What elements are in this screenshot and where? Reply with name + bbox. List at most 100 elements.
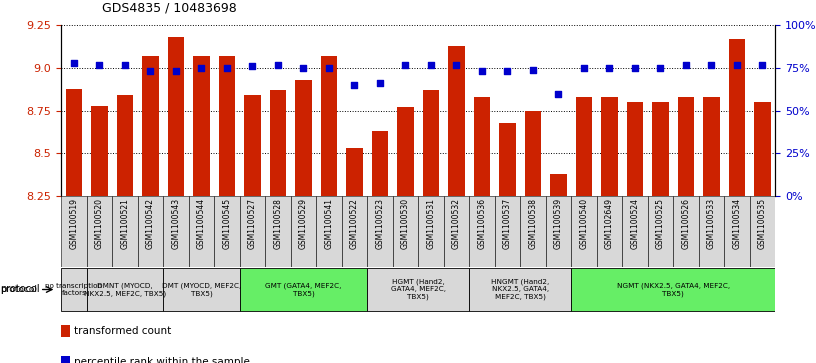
Bar	[627, 102, 643, 196]
Text: GSM1100526: GSM1100526	[681, 198, 690, 249]
Point	[756, 62, 769, 68]
Text: GSM1100532: GSM1100532	[452, 198, 461, 249]
Text: percentile rank within the sample: percentile rank within the sample	[73, 357, 250, 363]
FancyBboxPatch shape	[214, 196, 240, 267]
Point	[399, 62, 412, 68]
Point	[374, 81, 387, 86]
FancyBboxPatch shape	[750, 196, 775, 267]
FancyBboxPatch shape	[444, 196, 469, 267]
Point	[272, 62, 285, 68]
Text: GSM1100531: GSM1100531	[427, 198, 436, 249]
Text: GSM1100528: GSM1100528	[273, 198, 282, 249]
Point	[424, 62, 437, 68]
Bar	[61, 356, 70, 363]
Text: GSM1100543: GSM1100543	[171, 198, 180, 249]
FancyBboxPatch shape	[367, 268, 469, 311]
Text: GSM1100519: GSM1100519	[69, 198, 78, 249]
FancyBboxPatch shape	[571, 196, 596, 267]
Text: GSM1100524: GSM1100524	[631, 198, 640, 249]
Point	[297, 65, 310, 71]
Text: GSM1100530: GSM1100530	[401, 198, 410, 249]
Bar	[371, 131, 388, 196]
FancyBboxPatch shape	[698, 196, 724, 267]
FancyBboxPatch shape	[520, 196, 546, 267]
FancyBboxPatch shape	[673, 196, 698, 267]
FancyBboxPatch shape	[392, 196, 418, 267]
Point	[322, 65, 335, 71]
FancyBboxPatch shape	[622, 196, 648, 267]
Bar	[473, 97, 490, 196]
Point	[170, 69, 183, 74]
Point	[628, 65, 641, 71]
Text: no transcription
factors: no transcription factors	[46, 283, 103, 296]
FancyBboxPatch shape	[342, 196, 367, 267]
Point	[93, 62, 106, 68]
Point	[705, 62, 718, 68]
Bar	[499, 123, 516, 196]
Bar	[550, 174, 567, 196]
Text: protocol: protocol	[0, 285, 40, 294]
Text: GSM1100520: GSM1100520	[95, 198, 104, 249]
Text: GSM1102649: GSM1102649	[605, 198, 614, 249]
FancyBboxPatch shape	[138, 196, 163, 267]
Point	[501, 69, 514, 74]
Bar	[117, 95, 133, 196]
Bar	[677, 97, 694, 196]
FancyBboxPatch shape	[163, 268, 240, 311]
Point	[220, 65, 233, 71]
Point	[68, 60, 81, 66]
Text: GSM1100535: GSM1100535	[758, 198, 767, 249]
FancyBboxPatch shape	[546, 196, 571, 267]
Point	[348, 82, 361, 88]
Text: NGMT (NKX2.5, GATA4, MEF2C,
TBX5): NGMT (NKX2.5, GATA4, MEF2C, TBX5)	[617, 282, 730, 297]
FancyBboxPatch shape	[163, 196, 188, 267]
FancyBboxPatch shape	[724, 196, 750, 267]
FancyBboxPatch shape	[290, 196, 316, 267]
FancyBboxPatch shape	[61, 196, 86, 267]
Text: DMT (MYOCD, MEF2C,
TBX5): DMT (MYOCD, MEF2C, TBX5)	[162, 282, 241, 297]
Bar	[295, 80, 312, 196]
FancyBboxPatch shape	[265, 196, 290, 267]
Bar	[321, 56, 337, 196]
FancyBboxPatch shape	[571, 268, 775, 311]
Bar	[61, 325, 70, 338]
Text: GSM1100527: GSM1100527	[248, 198, 257, 249]
Text: GSM1100534: GSM1100534	[733, 198, 742, 249]
FancyBboxPatch shape	[61, 268, 86, 311]
FancyBboxPatch shape	[648, 196, 673, 267]
FancyBboxPatch shape	[86, 196, 112, 267]
FancyBboxPatch shape	[469, 268, 571, 311]
FancyBboxPatch shape	[418, 196, 444, 267]
Text: GSM1100545: GSM1100545	[223, 198, 232, 249]
Point	[450, 62, 463, 68]
Bar	[269, 90, 286, 196]
Bar	[65, 89, 82, 196]
Text: GSM1100540: GSM1100540	[579, 198, 588, 249]
FancyBboxPatch shape	[596, 196, 622, 267]
Bar	[193, 56, 210, 196]
FancyBboxPatch shape	[240, 268, 367, 311]
Bar	[397, 107, 414, 196]
Bar	[601, 97, 618, 196]
Bar	[219, 56, 235, 196]
FancyBboxPatch shape	[494, 196, 520, 267]
Text: GDS4835 / 10483698: GDS4835 / 10483698	[102, 1, 237, 15]
Text: GSM1100522: GSM1100522	[350, 198, 359, 249]
Text: protocol: protocol	[0, 285, 37, 294]
Text: transformed count: transformed count	[73, 326, 171, 336]
Text: GSM1100542: GSM1100542	[146, 198, 155, 249]
Text: GSM1100525: GSM1100525	[656, 198, 665, 249]
FancyBboxPatch shape	[86, 268, 163, 311]
Text: GSM1100539: GSM1100539	[554, 198, 563, 249]
Text: GSM1100538: GSM1100538	[529, 198, 538, 249]
Bar	[346, 148, 363, 196]
Text: GSM1100533: GSM1100533	[707, 198, 716, 249]
Point	[246, 64, 259, 69]
Text: HNGMT (Hand2,
NKX2.5, GATA4,
MEF2C, TBX5): HNGMT (Hand2, NKX2.5, GATA4, MEF2C, TBX5…	[491, 278, 549, 301]
FancyBboxPatch shape	[367, 196, 392, 267]
FancyBboxPatch shape	[469, 196, 494, 267]
Text: HGMT (Hand2,
GATA4, MEF2C,
TBX5): HGMT (Hand2, GATA4, MEF2C, TBX5)	[391, 278, 446, 301]
FancyBboxPatch shape	[316, 196, 342, 267]
Text: GSM1100529: GSM1100529	[299, 198, 308, 249]
FancyBboxPatch shape	[112, 196, 138, 267]
